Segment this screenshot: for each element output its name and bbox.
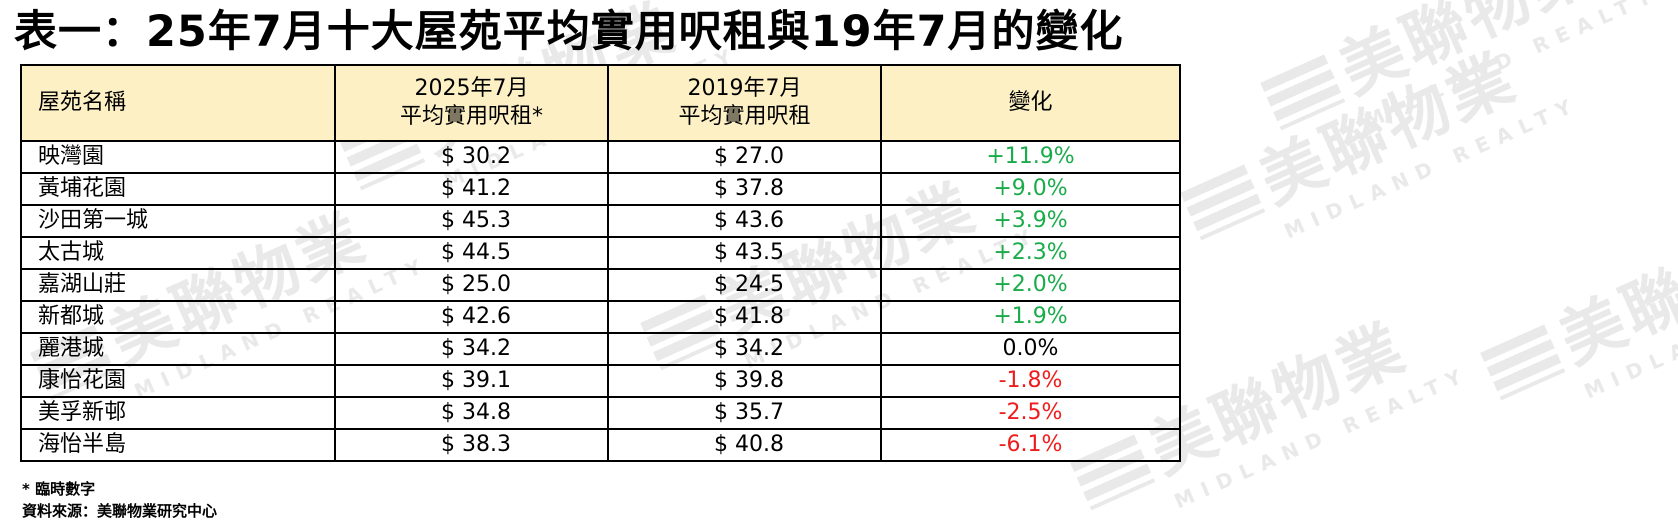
- estate-cell: 太古城: [20, 236, 336, 270]
- rent-2025-cell: $ 38.3: [334, 428, 609, 462]
- change-cell: -2.5%: [880, 396, 1181, 430]
- header-rent-2025-line1: 2025年7月: [414, 76, 529, 101]
- table-row: 黃埔花園 $ 41.2 $ 37.8 +9.0%: [20, 172, 1181, 206]
- rent-2025-cell: $ 39.1: [334, 364, 609, 398]
- rent-2019-cell: $ 41.8: [607, 300, 882, 334]
- estate-cell: 黃埔花園: [20, 172, 336, 206]
- table-row: 康怡花園 $ 39.1 $ 39.8 -1.8%: [20, 364, 1181, 398]
- table-row: 海怡半島 $ 38.3 $ 40.8 -6.1%: [20, 428, 1181, 462]
- rent-2025-cell: $ 44.5: [334, 236, 609, 270]
- change-cell: +1.9%: [880, 300, 1181, 334]
- change-cell: +2.3%: [880, 236, 1181, 270]
- header-rent-2019-line1: 2019年7月: [687, 76, 802, 101]
- rent-2025-cell: $ 34.8: [334, 396, 609, 430]
- rent-2019-cell: $ 35.7: [607, 396, 882, 430]
- change-cell: +9.0%: [880, 172, 1181, 206]
- change-cell: -6.1%: [880, 428, 1181, 462]
- table-row: 麗港城 $ 34.2 $ 34.2 0.0%: [20, 332, 1181, 366]
- estate-cell: 新都城: [20, 300, 336, 334]
- rent-2019-cell: $ 43.6: [607, 204, 882, 238]
- table-row: 映灣園 $ 30.2 $ 27.0 +11.9%: [20, 140, 1181, 174]
- change-cell: +2.0%: [880, 268, 1181, 302]
- source-note: 資料來源：美聯物業研究中心: [22, 502, 218, 520]
- rent-2019-cell: $ 43.5: [607, 236, 882, 270]
- rent-table: 屋苑名稱 2025年7月 平均實用呎租* 2019年7月 平均實用呎租 變化 映灣園…: [20, 64, 1181, 462]
- table-row: 新都城 $ 42.6 $ 41.8 +1.9%: [20, 300, 1181, 334]
- estate-cell: 海怡半島: [20, 428, 336, 462]
- header-rent-2025-line2: 平均實用呎租*: [399, 104, 543, 129]
- change-cell: -1.8%: [880, 364, 1181, 398]
- header-rent-2019-line2: 平均實用呎租: [678, 104, 811, 129]
- table-row: 太古城 $ 44.5 $ 43.5 +2.3%: [20, 236, 1181, 270]
- rent-2025-cell: $ 25.0: [334, 268, 609, 302]
- table-row: 沙田第一城 $ 45.3 $ 43.6 +3.9%: [20, 204, 1181, 238]
- rent-2019-cell: $ 37.8: [607, 172, 882, 206]
- change-cell: 0.0%: [880, 332, 1181, 366]
- rent-2019-cell: $ 24.5: [607, 268, 882, 302]
- rent-2019-cell: $ 39.8: [607, 364, 882, 398]
- rent-2019-cell: $ 27.0: [607, 140, 882, 174]
- header-change: 變化: [880, 64, 1181, 142]
- header-estate: 屋苑名稱: [20, 64, 336, 142]
- header-rent-2019: 2019年7月 平均實用呎租: [607, 64, 882, 142]
- provisional-note: * 臨時數字: [22, 480, 96, 498]
- header-rent-2025: 2025年7月 平均實用呎租*: [334, 64, 609, 142]
- estate-cell: 美孚新邨: [20, 396, 336, 430]
- table-row: 美孚新邨 $ 34.8 $ 35.7 -2.5%: [20, 396, 1181, 430]
- footnotes: * 臨時數字 資料來源：美聯物業研究中心: [22, 478, 217, 522]
- rent-2025-cell: $ 45.3: [334, 204, 609, 238]
- change-cell: +3.9%: [880, 204, 1181, 238]
- table-header-row: 屋苑名稱 2025年7月 平均實用呎租* 2019年7月 平均實用呎租 變化: [20, 64, 1181, 142]
- table-row: 嘉湖山莊 $ 25.0 $ 24.5 +2.0%: [20, 268, 1181, 302]
- rent-2025-cell: $ 34.2: [334, 332, 609, 366]
- change-cell: +11.9%: [880, 140, 1181, 174]
- estate-cell: 麗港城: [20, 332, 336, 366]
- rent-2019-cell: $ 40.8: [607, 428, 882, 462]
- page-title: 表一：25年7月十大屋苑平均實用呎租與19年7月的變化: [14, 7, 1124, 57]
- rent-2019-cell: $ 34.2: [607, 332, 882, 366]
- estate-cell: 映灣園: [20, 140, 336, 174]
- rent-2025-cell: $ 30.2: [334, 140, 609, 174]
- rent-2025-cell: $ 42.6: [334, 300, 609, 334]
- estate-cell: 沙田第一城: [20, 204, 336, 238]
- rent-2025-cell: $ 41.2: [334, 172, 609, 206]
- estate-cell: 嘉湖山莊: [20, 268, 336, 302]
- estate-cell: 康怡花園: [20, 364, 336, 398]
